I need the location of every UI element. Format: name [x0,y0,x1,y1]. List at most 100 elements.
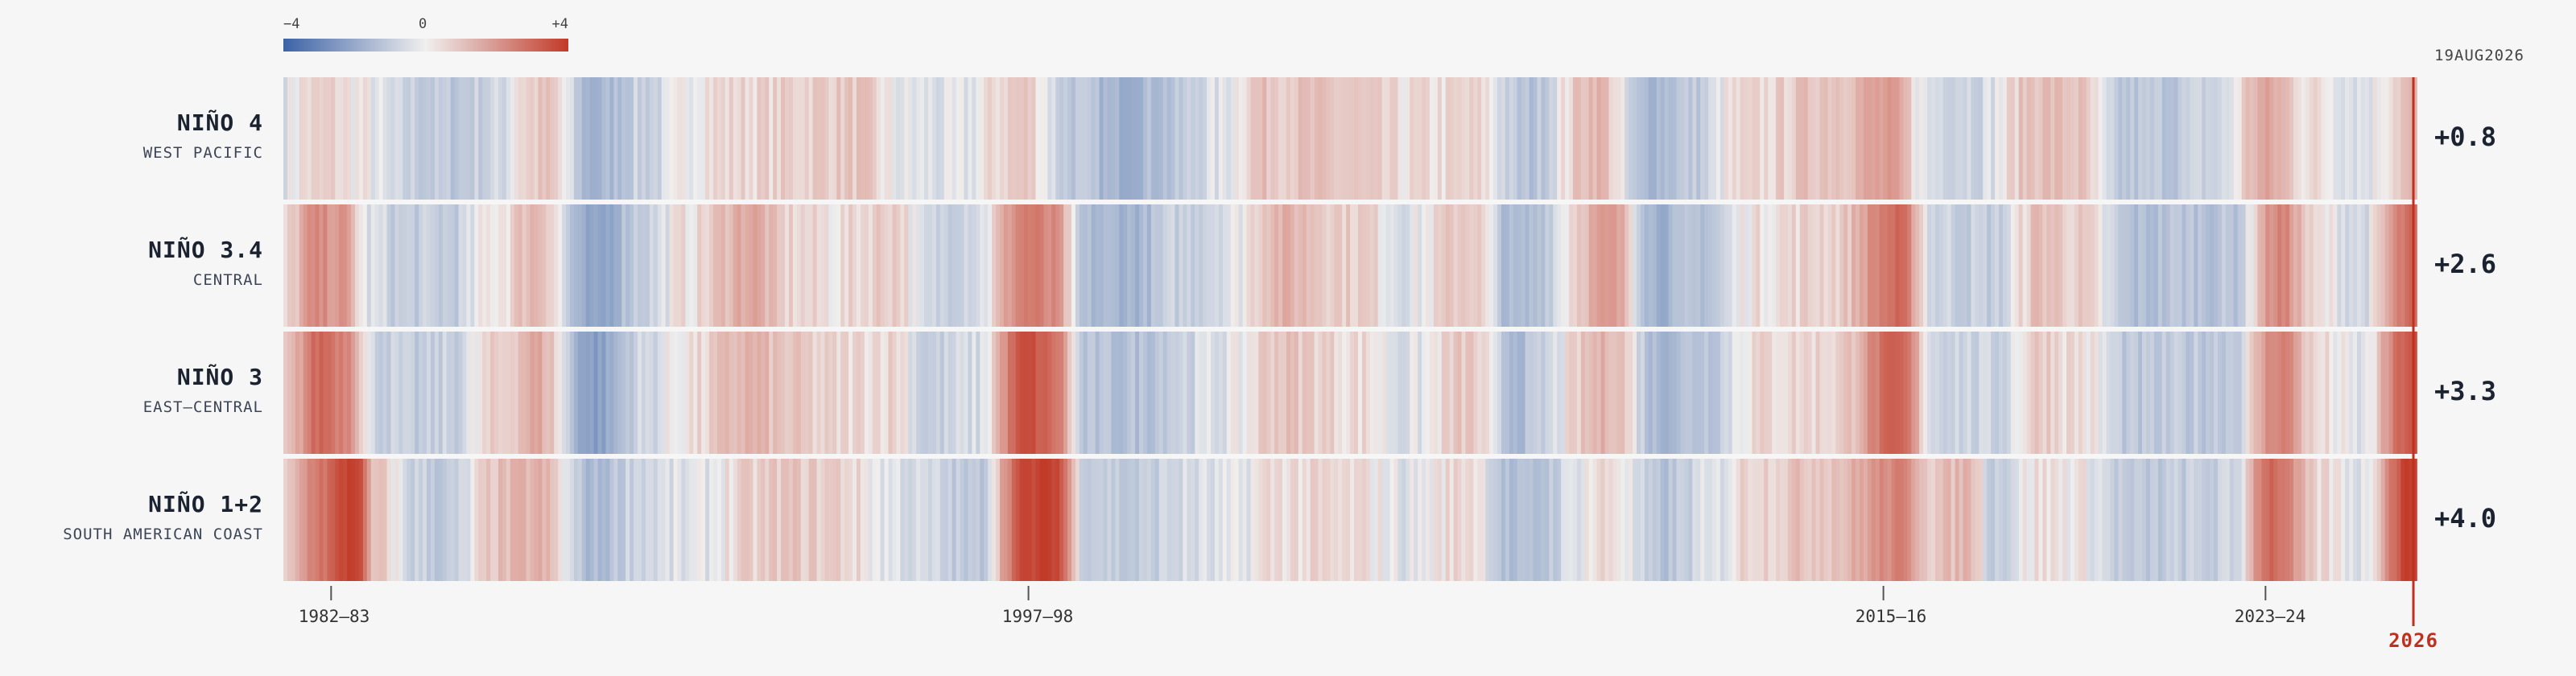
heatmap-cell [423,204,427,327]
heatmap-cell [896,204,901,327]
heatmap-cell [634,459,638,581]
heatmap-cell [434,332,440,454]
heatmap-cell [1537,459,1542,581]
heatmap-cell [1139,332,1144,454]
heatmap-cell [2372,77,2378,200]
heatmap-cell [1803,77,1809,200]
heatmap-cell [1934,459,1940,581]
heatmap-cell [1629,332,1633,454]
heatmap-cell [498,332,503,454]
heatmap-cell [1230,204,1236,327]
heatmap-cell [327,459,332,581]
heatmap-cell [2217,459,2223,581]
heatmap-cell [1174,459,1180,581]
heatmap-cell [347,77,352,200]
heatmap-cell [1995,332,2000,454]
heatmap-cell [2237,332,2243,454]
heatmap-cell [2202,204,2207,327]
heatmap-cell [1780,459,1785,581]
heatmap-cell [2078,204,2083,327]
heatmap-cell [478,77,483,200]
heatmap-cell [2225,77,2231,200]
heatmap-cell [1023,204,1029,327]
heatmap-cell [2233,459,2239,581]
heatmap-cell [1497,204,1502,327]
heatmap-cell [1426,332,1430,454]
heatmap-cell [1827,204,1832,327]
heatmap-cell [351,332,356,454]
heatmap-cell [681,459,686,581]
heatmap-cell [466,332,471,454]
heatmap-cell [2070,332,2075,454]
heatmap-cell [323,332,328,454]
heatmap-cell [2245,332,2251,454]
date-stamp: 19AUG2026 [2434,47,2524,64]
heatmap-cell [716,332,722,454]
heatmap-cell [1047,204,1052,327]
heatmap-cell [2034,204,2040,327]
heatmap-cell [2098,77,2103,200]
heatmap-cell [542,204,547,327]
heatmap-cell [2329,77,2334,200]
heatmap-cell [1258,459,1263,581]
heatmap-cell [1676,459,1682,581]
heatmap-cell [1938,204,1944,327]
heatmap-cell [1389,204,1395,327]
heatmap-cell [2396,204,2401,327]
heatmap-cell [1334,77,1339,200]
heatmap-cell [1262,77,1267,200]
heatmap-cell [2353,77,2358,200]
heatmap-cell [1517,77,1522,200]
heatmap-cell [2182,77,2186,200]
heatmap-cell [366,77,372,200]
heatmap-cell [625,77,630,200]
heatmap-cell [1150,204,1156,327]
heatmap-cell [1887,459,1893,581]
heatmap-cell [896,77,901,200]
heatmap-cell [1314,204,1319,327]
heatmap-cell [2022,204,2028,327]
heatmap-cell [792,332,798,454]
heatmap-cell [1322,204,1327,327]
heatmap-cell [1179,459,1184,581]
heatmap-cell [724,77,730,200]
heatmap-cell [1561,77,1566,200]
heatmap-cell [2313,459,2318,581]
heatmap-cell [1934,77,1940,200]
heatmap-cell [1179,204,1184,327]
heatmap-cell [1003,77,1009,200]
heatmap-cell [844,332,849,454]
heatmap-cell [1441,332,1447,454]
heatmap-cell [569,459,575,581]
heatmap-cell [1971,459,1975,581]
heatmap-cell [407,77,411,200]
heatmap-cell [935,332,941,454]
heatmap-cell [1162,332,1168,454]
heatmap-cell [303,332,308,454]
heatmap-cell [1938,459,1944,581]
heatmap-cell [2277,459,2282,581]
heatmap-cell [1067,204,1072,327]
heatmap-cell [1883,204,1889,327]
heatmap-cell [796,332,802,454]
heatmap-cell [1211,77,1216,200]
heatmap-cell [1385,204,1391,327]
heatmap-cell [601,332,607,454]
heatmap-cell [1915,332,1920,454]
heatmap-cell [1027,77,1033,200]
heatmap-cell [1195,332,1199,454]
heatmap-cell [1207,77,1212,200]
heatmap-cell [1999,332,2004,454]
heatmap-cell [2301,204,2306,327]
heatmap-cell [2118,332,2123,454]
heatmap-cell [2285,204,2290,327]
heatmap-cell [2368,459,2374,581]
heatmap-cell [1119,332,1124,454]
heatmap-cell [935,459,941,581]
heatmap-cell [2206,332,2211,454]
heatmap-cell [2217,77,2223,200]
heatmap-cell [1787,77,1793,200]
heatmap-cell [665,459,671,581]
heatmap-cell [1461,77,1467,200]
heatmap-cell [868,204,873,327]
